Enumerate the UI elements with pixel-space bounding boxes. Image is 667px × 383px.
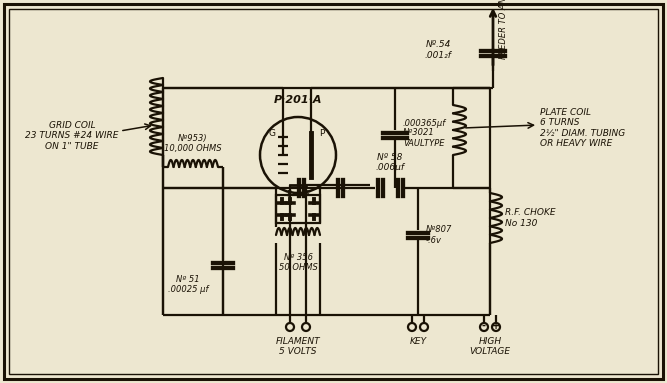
Text: F: F	[287, 190, 291, 199]
Text: Nº 51
.00025 μf: Nº 51 .00025 μf	[167, 275, 208, 295]
Text: F: F	[305, 190, 309, 199]
Text: P: P	[319, 129, 325, 137]
Bar	[276, 195, 320, 223]
Text: R.F. CHOKE
No 130: R.F. CHOKE No 130	[505, 208, 556, 228]
Text: GRID COIL
23 TURNS #24 WIRE
ON 1" TUBE: GRID COIL 23 TURNS #24 WIRE ON 1" TUBE	[25, 121, 119, 151]
Text: HIGH
VOLTAGE: HIGH VOLTAGE	[470, 337, 510, 357]
Text: .000365μf: .000365μf	[403, 118, 446, 128]
Text: Nº3021
VAULTYPE: Nº3021 VAULTYPE	[403, 128, 444, 148]
Text: Nº 356
50 OHMS: Nº 356 50 OHMS	[279, 253, 317, 272]
Text: PLATE COIL
6 TURNS
2½" DIAM. TUBING
OR HEAVY WIRE: PLATE COIL 6 TURNS 2½" DIAM. TUBING OR H…	[540, 108, 625, 148]
Text: -: -	[482, 321, 486, 331]
Text: FEEDER TO ANT.: FEEDER TO ANT.	[499, 0, 508, 59]
Text: G: G	[269, 129, 275, 137]
Text: FILAMENT
5 VOLTS: FILAMENT 5 VOLTS	[275, 337, 320, 357]
Text: Nº.54
.001₂f: Nº.54 .001₂f	[425, 40, 452, 60]
Text: +: +	[492, 321, 500, 331]
Text: P·201·A: P·201·A	[273, 95, 322, 105]
Text: Nº807
-.6v: Nº807 -.6v	[426, 225, 452, 245]
Text: Nº953)
10,000 OHMS: Nº953) 10,000 OHMS	[164, 134, 222, 153]
Text: Nº 58
.006μf: Nº 58 .006μf	[376, 152, 404, 172]
Text: KEY: KEY	[410, 337, 427, 346]
